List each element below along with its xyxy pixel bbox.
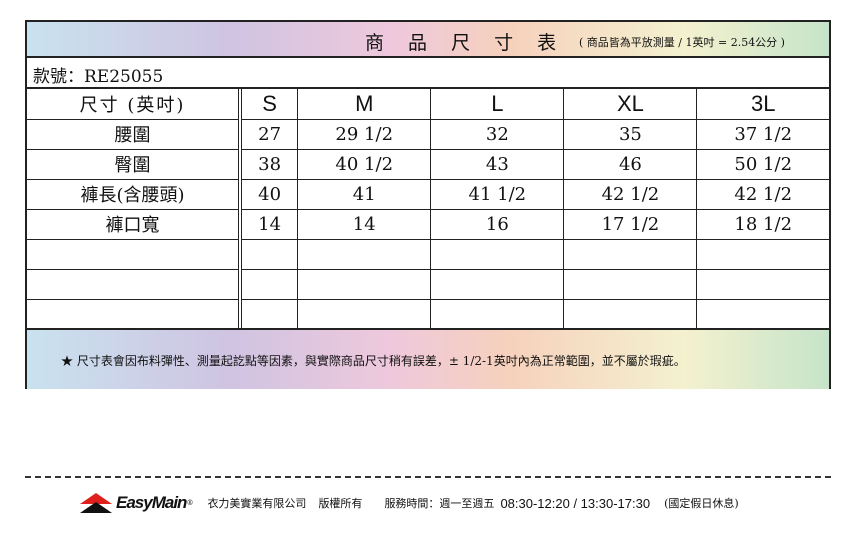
size-value: 41 1/2 [430, 178, 565, 210]
size-value [430, 238, 565, 270]
size-value: 37 1/2 [696, 118, 829, 150]
size-value: 42 1/2 [563, 178, 698, 210]
size-value [563, 268, 698, 300]
size-value: 43 [430, 148, 565, 180]
mountain-logo-icon [80, 493, 112, 513]
size-value [297, 268, 432, 300]
model-number: 款號：RE25055 [27, 58, 829, 89]
measure-label: 臀圍 [27, 148, 242, 180]
size-value [696, 298, 829, 330]
size-value [297, 298, 432, 330]
size-value: 27 [239, 118, 299, 150]
divider [25, 476, 831, 478]
size-value: 46 [563, 148, 698, 180]
copyright: 版權所有 [318, 497, 363, 510]
title-bar: 商 品 尺 寸 表 ( 商品皆為平放測量 / 1英吋 = 2.54公分 ) [27, 22, 829, 58]
size-value [297, 238, 432, 270]
size-value: 41 [297, 178, 432, 210]
size-value: 50 1/2 [696, 148, 829, 180]
size-value: 40 1/2 [297, 148, 432, 180]
size-value: 32 [430, 118, 565, 150]
holiday-note: (國定假日休息) [664, 497, 739, 510]
chart-title: 商 品 尺 寸 表 [365, 32, 566, 54]
table-row: 腰圍 27 29 1/2 32 35 37 1/2 [27, 118, 829, 150]
table-header-row: 尺寸 (英吋) S M L XL 3L [27, 89, 829, 120]
size-value [239, 238, 299, 270]
size-value: 14 [239, 208, 299, 240]
size-value [696, 268, 829, 300]
size-table: 尺寸 (英吋) S M L XL 3L 腰圍 27 29 1/2 32 35 37 1/2 臀圍 38 40… [27, 89, 829, 330]
easymain-logo: EasyMain ® [80, 493, 193, 513]
measure-label: 腰圍 [27, 118, 242, 150]
size-chart: 商 品 尺 寸 表 ( 商品皆為平放測量 / 1英吋 = 2.54公分 ) 款號… [25, 20, 831, 389]
size-header: S [239, 89, 299, 120]
measure-label: 褲口寬 [27, 208, 242, 240]
size-header: M [297, 89, 432, 120]
measure-label [27, 298, 242, 330]
table-row: 褲長(含腰頭) 40 41 41 1/2 42 1/2 42 1/2 [27, 178, 829, 210]
measure-label: 褲長(含腰頭) [27, 178, 242, 210]
size-value [563, 238, 698, 270]
size-value [563, 298, 698, 330]
table-row: 褲口寬 14 14 16 17 1/2 18 1/2 [27, 208, 829, 240]
size-value: 35 [563, 118, 698, 150]
service-label: 服務時間：週一至週五 [384, 497, 495, 510]
size-header: XL [563, 89, 698, 120]
size-value: 17 1/2 [563, 208, 698, 240]
table-row [27, 268, 829, 300]
company-name: 衣力美實業有限公司 [207, 497, 307, 510]
size-value: 42 1/2 [696, 178, 829, 210]
size-value: 16 [430, 208, 565, 240]
size-value: 29 1/2 [297, 118, 432, 150]
measure-label [27, 238, 242, 270]
disclaimer-note: ★ 尺寸表會因布料彈性、測量起訖點等因素，與實際商品尺寸稍有誤差，± 1/2-1… [27, 328, 829, 389]
size-value [430, 268, 565, 300]
table-row: 臀圍 38 40 1/2 43 46 50 1/2 [27, 148, 829, 180]
size-value: 18 1/2 [696, 208, 829, 240]
service-hours: 08:30-12:20 / 13:30-17:30 [500, 495, 651, 511]
measure-label [27, 268, 242, 300]
chart-subtitle: ( 商品皆為平放測量 / 1英吋 = 2.54公分 ) [579, 36, 785, 49]
size-value [239, 298, 299, 330]
size-value [430, 298, 565, 330]
footer: EasyMain ® 衣力美實業有限公司 版權所有 服務時間：週一至週五 08:3… [80, 493, 739, 513]
measure-header: 尺寸 (英吋) [27, 89, 242, 120]
size-header: L [430, 89, 565, 120]
size-value: 40 [239, 178, 299, 210]
size-value: 38 [239, 148, 299, 180]
size-value [696, 238, 829, 270]
table-row [27, 238, 829, 270]
size-value [239, 268, 299, 300]
table-row [27, 298, 829, 330]
size-header: 3L [696, 89, 829, 120]
size-value: 14 [297, 208, 432, 240]
